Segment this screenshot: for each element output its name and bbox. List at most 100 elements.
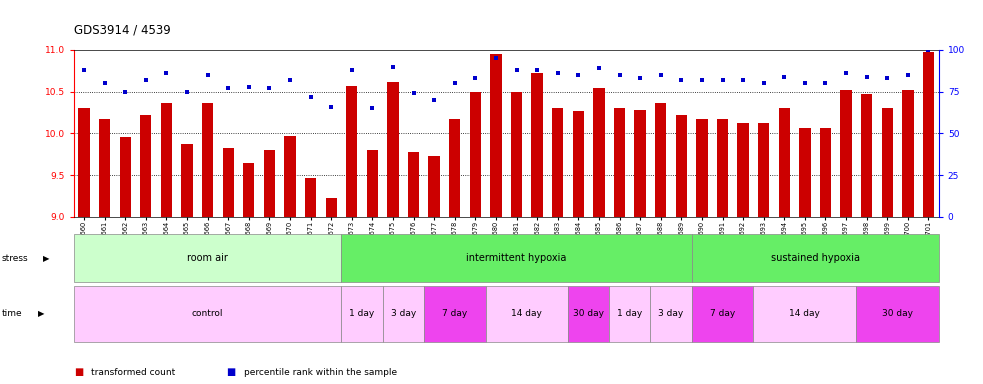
- Bar: [552, 108, 563, 217]
- Point: [117, 89, 133, 95]
- Bar: [284, 136, 296, 217]
- Text: 30 day: 30 day: [573, 310, 605, 318]
- Point: [591, 65, 607, 71]
- Point: [220, 85, 236, 91]
- Bar: [651, 286, 692, 342]
- Bar: [181, 144, 193, 217]
- Point: [838, 70, 854, 76]
- Point: [549, 70, 565, 76]
- Text: GDS3914 / 4539: GDS3914 / 4539: [74, 23, 170, 36]
- Point: [138, 77, 153, 83]
- Bar: [486, 286, 568, 342]
- Bar: [325, 198, 337, 217]
- Bar: [820, 127, 832, 217]
- Point: [96, 80, 112, 86]
- Point: [632, 75, 648, 81]
- Point: [447, 80, 463, 86]
- Point: [735, 77, 751, 83]
- Point: [570, 72, 586, 78]
- Point: [653, 72, 668, 78]
- Bar: [341, 286, 382, 342]
- Bar: [634, 110, 646, 217]
- Text: 7 day: 7 day: [442, 310, 467, 318]
- Point: [76, 67, 91, 73]
- Text: 14 day: 14 day: [789, 310, 821, 318]
- Text: 14 day: 14 day: [511, 310, 543, 318]
- Point: [282, 77, 298, 83]
- Text: 30 day: 30 day: [882, 310, 913, 318]
- Point: [385, 64, 401, 70]
- Point: [468, 75, 484, 81]
- Bar: [408, 152, 419, 217]
- Bar: [573, 111, 584, 217]
- Point: [900, 72, 916, 78]
- Point: [303, 94, 318, 100]
- Text: percentile rank within the sample: percentile rank within the sample: [244, 368, 397, 377]
- Bar: [305, 178, 317, 217]
- Point: [179, 89, 195, 95]
- Bar: [696, 119, 708, 217]
- Point: [489, 55, 504, 61]
- Bar: [341, 234, 692, 282]
- Point: [756, 80, 772, 86]
- Bar: [882, 108, 893, 217]
- Bar: [382, 286, 424, 342]
- Bar: [902, 90, 913, 217]
- Bar: [568, 286, 609, 342]
- Text: 3 day: 3 day: [659, 310, 683, 318]
- Bar: [613, 108, 625, 217]
- Point: [200, 72, 215, 78]
- Text: room air: room air: [187, 253, 228, 263]
- Bar: [609, 286, 651, 342]
- Bar: [141, 115, 151, 217]
- Bar: [367, 150, 378, 217]
- Point: [777, 74, 792, 80]
- Point: [261, 85, 277, 91]
- Text: ▶: ▶: [38, 310, 45, 318]
- Bar: [243, 163, 255, 217]
- Text: 1 day: 1 day: [349, 310, 375, 318]
- Bar: [346, 86, 358, 217]
- Bar: [222, 147, 234, 217]
- Point: [818, 80, 834, 86]
- Bar: [429, 156, 439, 217]
- Bar: [861, 94, 872, 217]
- Point: [344, 67, 360, 73]
- Text: time: time: [2, 310, 23, 318]
- Bar: [594, 88, 605, 217]
- Bar: [99, 119, 110, 217]
- Bar: [675, 115, 687, 217]
- Point: [427, 97, 442, 103]
- Point: [529, 67, 545, 73]
- Text: ▶: ▶: [43, 254, 50, 263]
- Bar: [161, 103, 172, 217]
- Bar: [532, 73, 543, 217]
- Point: [611, 72, 627, 78]
- Bar: [79, 108, 89, 217]
- Point: [921, 47, 937, 53]
- Text: sustained hypoxia: sustained hypoxia: [771, 253, 860, 263]
- Bar: [263, 150, 275, 217]
- Bar: [840, 90, 851, 217]
- Text: control: control: [192, 310, 223, 318]
- Point: [241, 84, 257, 90]
- Bar: [202, 103, 213, 217]
- Bar: [74, 286, 341, 342]
- Text: 1 day: 1 day: [617, 310, 643, 318]
- Bar: [779, 108, 790, 217]
- Text: stress: stress: [2, 254, 29, 263]
- Point: [797, 80, 813, 86]
- Bar: [491, 54, 501, 217]
- Bar: [856, 286, 939, 342]
- Bar: [753, 286, 856, 342]
- Point: [880, 75, 896, 81]
- Point: [365, 105, 380, 111]
- Bar: [470, 92, 481, 217]
- Point: [508, 67, 524, 73]
- Bar: [799, 127, 811, 217]
- Bar: [424, 286, 486, 342]
- Point: [158, 70, 174, 76]
- Text: transformed count: transformed count: [91, 368, 176, 377]
- Bar: [692, 234, 939, 282]
- Bar: [449, 119, 460, 217]
